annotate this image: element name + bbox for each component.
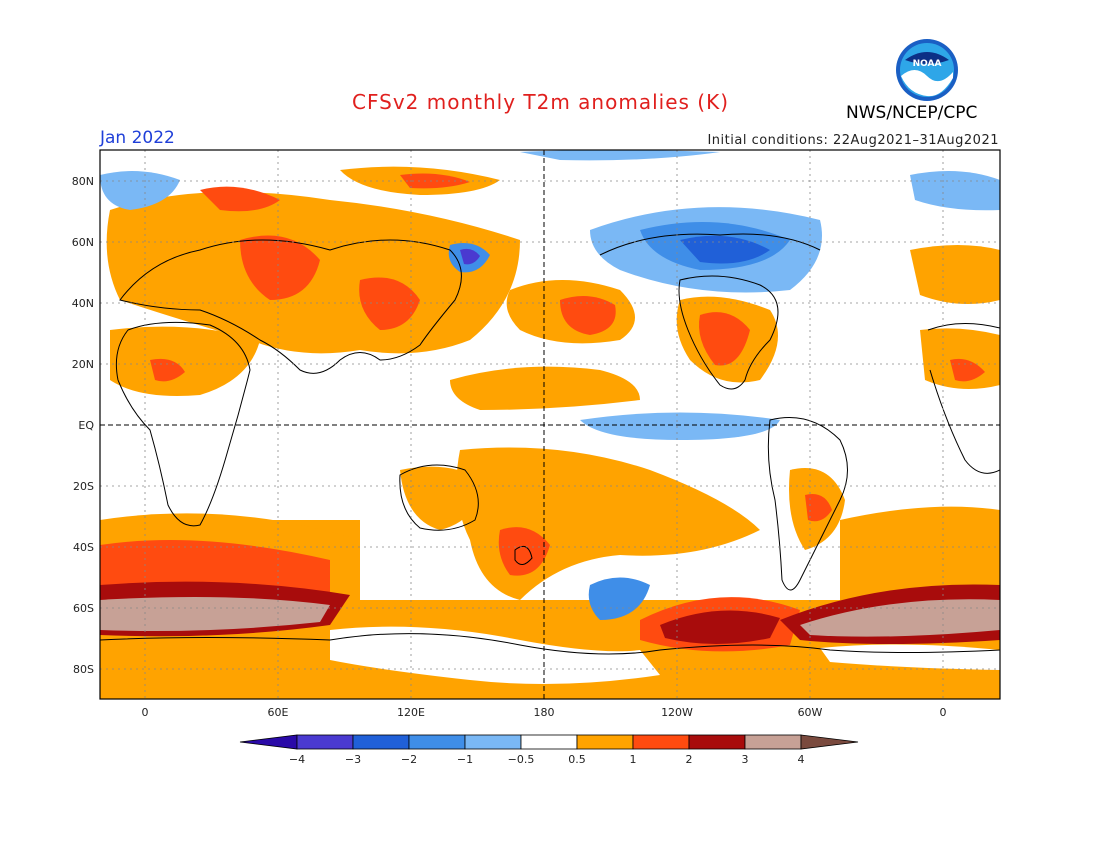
- colorbar-swatch: [744, 734, 802, 750]
- equator-dateline: [100, 150, 1000, 699]
- colorbar-swatch: [576, 734, 634, 750]
- lat-label: 20S: [73, 480, 94, 493]
- colorbar-tick: 1: [630, 753, 637, 766]
- lat-label: 80S: [73, 663, 94, 676]
- colorbar-tick: −2: [401, 753, 417, 766]
- lat-label: EQ: [78, 419, 94, 432]
- map-frame: [99, 149, 1001, 700]
- lon-label: 0: [940, 706, 947, 719]
- lat-labels: 80N 60N 40N 20N EQ 20S 40S 60S 80S: [72, 175, 95, 676]
- colorbar-tick: −3: [345, 753, 361, 766]
- colorbar-tick: 3: [742, 753, 749, 766]
- colorbar-tick: 0.5: [568, 753, 586, 766]
- lon-label: 180: [534, 706, 555, 719]
- colorbar-swatch: [520, 734, 578, 750]
- lat-label: 60N: [72, 236, 94, 249]
- noaa-logo-icon: NOAA: [896, 39, 958, 101]
- colorbar-tick: 2: [686, 753, 693, 766]
- lon-labels: 0 60E 120E 180 120W 60W 0: [142, 706, 947, 719]
- colorbar-swatch: [632, 734, 690, 750]
- colorbar-swatch: [408, 734, 466, 750]
- lat-label: 60S: [73, 602, 94, 615]
- colorbar-tick: 4: [798, 753, 805, 766]
- coastlines: [100, 233, 1000, 655]
- lon-label: 0: [142, 706, 149, 719]
- lon-label: 120E: [397, 706, 425, 719]
- lon-label: 60E: [268, 706, 289, 719]
- colorbar-ticks: −4 −3 −2 −1 −0.5 0.5 1 2 3 4: [289, 753, 805, 766]
- colorbar-swatch: [352, 734, 410, 750]
- colorbar-arrow-high: [800, 734, 859, 750]
- colorbar-tick: −1: [457, 753, 473, 766]
- colorbar-swatch: [296, 734, 354, 750]
- graticule: [100, 150, 1000, 699]
- lon-label: 60W: [798, 706, 823, 719]
- colorbar-swatch: [688, 734, 746, 750]
- lat-label: 40S: [73, 541, 94, 554]
- lat-label: 20N: [72, 358, 94, 371]
- agency-label: NWS/NCEP/CPC: [846, 103, 978, 123]
- colorbar-swatch: [464, 734, 522, 750]
- map-title: CFSv2 monthly T2m anomalies (K): [352, 90, 729, 114]
- colorbar-tick: −4: [289, 753, 305, 766]
- colorbar-tick: −0.5: [508, 753, 535, 766]
- colorbar-arrow-low: [239, 734, 298, 750]
- logo-text: NOAA: [913, 59, 942, 69]
- lat-label: 40N: [72, 297, 94, 310]
- color-bar: [239, 734, 859, 750]
- valid-month-label: Jan 2022: [100, 128, 175, 148]
- lon-label: 120W: [661, 706, 693, 719]
- initial-conditions-label: Initial conditions: 22Aug2021–31Aug2021: [707, 133, 999, 148]
- lat-label: 80N: [72, 175, 94, 188]
